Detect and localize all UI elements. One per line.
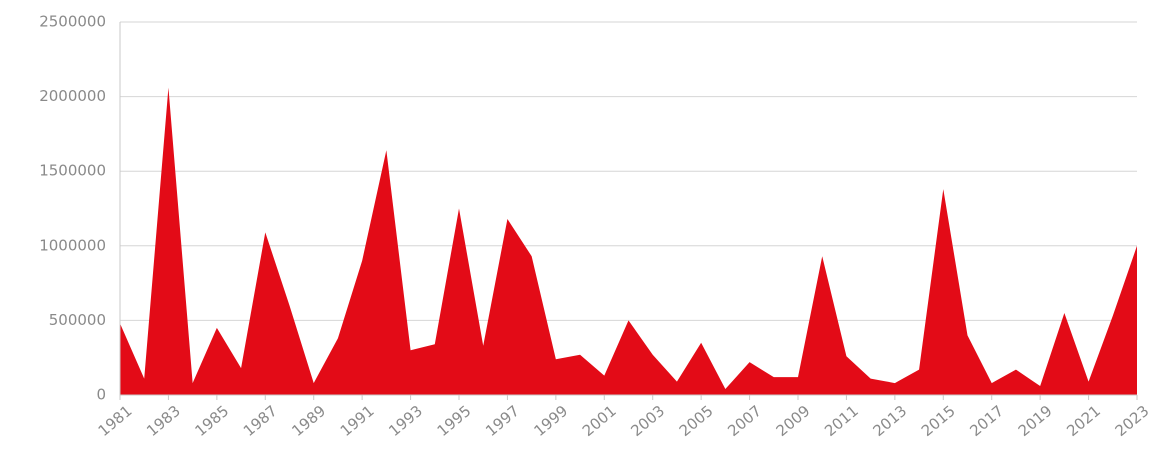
x-tick-label: 2013 [869,402,910,440]
y-tick-label: 1500000 [39,162,106,180]
x-tick-label: 2005 [676,402,717,440]
x-tick-label: 1983 [143,402,184,440]
x-tick-label: 1985 [191,402,232,440]
x-tick-label: 1989 [288,402,329,440]
x-tick-label: 1997 [482,402,523,440]
y-tick-label: 1000000 [39,236,106,254]
x-tick-label: 2001 [579,402,620,440]
x-tick-label: 2021 [1063,402,1104,440]
x-tick-label: 1993 [385,402,426,440]
x-tick-label: 1991 [337,402,378,440]
x-tick-label: 2007 [724,402,765,440]
x-tick-label: 2011 [821,402,862,440]
x-tick-label: 1981 [95,402,136,440]
x-tick-label: 2019 [1015,402,1056,440]
y-tick-label: 2500000 [39,13,106,31]
y-tick-label: 2000000 [39,87,106,105]
y-tick-label: 0 [96,386,106,404]
x-tick-label: 1995 [434,402,475,440]
x-tick-label: 2009 [773,402,814,440]
x-tick-label: 2003 [627,402,668,440]
y-tick-label: 500000 [49,311,106,329]
x-tick-label: 2023 [1112,402,1153,440]
area [120,87,1137,395]
x-tick-label: 2017 [966,402,1007,440]
x-tick-label: 1999 [530,402,571,440]
x-tick-label: 1987 [240,402,281,440]
x-tick-label: 2015 [918,402,959,440]
